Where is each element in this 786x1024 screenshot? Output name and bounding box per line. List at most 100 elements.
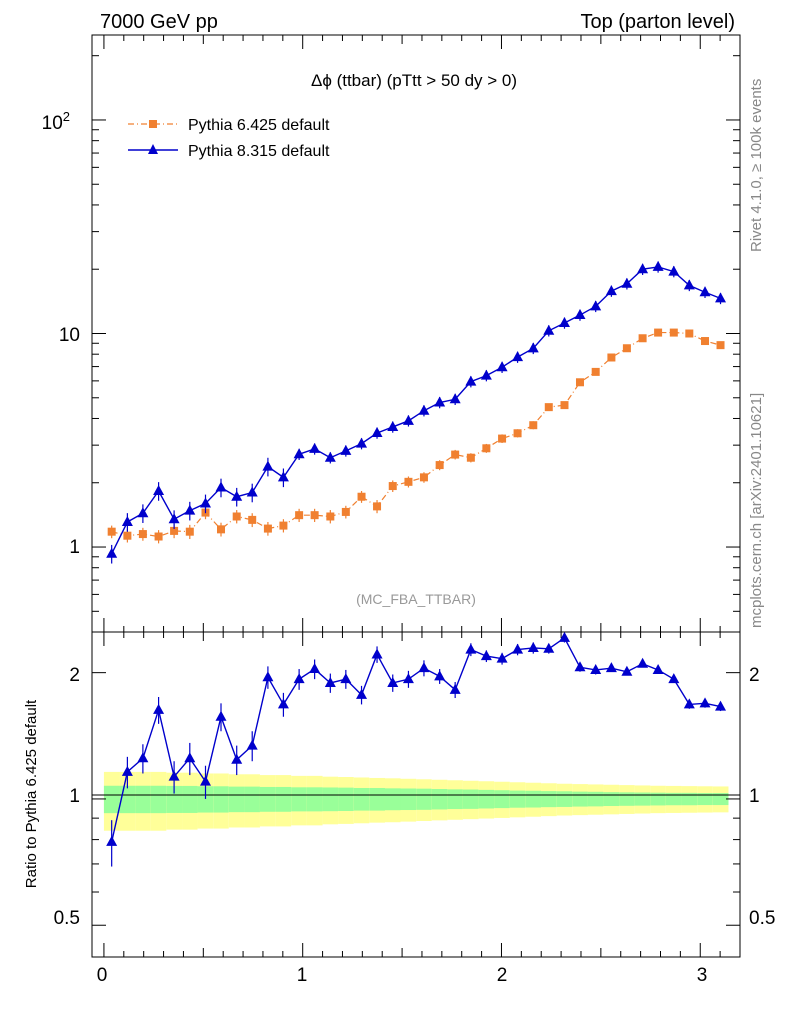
ratio-point-pythia8 — [574, 661, 586, 672]
band-inner — [384, 788, 401, 811]
band-inner — [587, 791, 604, 807]
ratio-point-pythia8 — [402, 673, 414, 684]
ratio-point-pythia8 — [449, 683, 461, 694]
ratio-panel: 0.5 1 2 0.5 1 2 0 1 2 3 Ratio to Pythia … — [23, 631, 775, 986]
point-pythia8 — [324, 451, 336, 462]
point-pythia8 — [121, 515, 133, 526]
band-inner — [541, 791, 557, 808]
point-pythia6 — [326, 512, 335, 521]
band-inner — [431, 789, 448, 810]
point-pythia6 — [669, 328, 678, 337]
point-pythia8 — [527, 342, 539, 353]
band-inner — [259, 786, 276, 812]
point-pythia6 — [466, 453, 475, 462]
legend-label-pythia6: Pythia 6.425 default — [188, 117, 330, 134]
point-pythia6 — [248, 515, 257, 524]
band-inner — [150, 785, 167, 814]
band-inner — [556, 791, 573, 807]
point-pythia8 — [231, 490, 243, 501]
band-inner — [166, 785, 183, 813]
ratio-point-pythia8 — [683, 698, 695, 709]
ratio-point-pythia8 — [324, 676, 336, 687]
band-inner — [400, 788, 417, 811]
point-pythia6 — [388, 482, 397, 491]
ratio-y-ticklabel-left-0.5: 0.5 — [54, 908, 80, 929]
band-inner — [462, 789, 479, 809]
ratio-point-pythia8 — [168, 770, 180, 781]
x-ticklabel-0: 0 — [97, 965, 108, 986]
ratio-point-pythia8 — [293, 673, 305, 684]
ratio-line-pythia8 — [110, 636, 721, 843]
point-pythia6 — [107, 527, 116, 536]
point-pythia8 — [340, 444, 352, 455]
point-pythia6 — [701, 337, 710, 346]
y-ticklabel-10: 10 — [59, 325, 80, 346]
legend-marker-pythia8 — [148, 144, 158, 154]
point-pythia8 — [199, 497, 211, 508]
band-inner — [665, 792, 682, 806]
ratio-bands — [103, 771, 729, 831]
point-pythia6 — [373, 502, 382, 511]
band-inner — [416, 788, 432, 810]
point-pythia6 — [716, 341, 725, 350]
ratio-y-ticklabel-right-2: 2 — [749, 665, 760, 686]
point-pythia8 — [246, 486, 258, 497]
point-pythia8 — [215, 481, 227, 492]
ratio-point-pythia8 — [199, 775, 211, 786]
ratio-point-pythia8 — [121, 765, 133, 776]
series-line-pythia8 — [111, 266, 721, 555]
ratio-y-ticklabel-right-0.5: 0.5 — [749, 908, 775, 929]
ratio-point-pythia8 — [387, 676, 399, 687]
ratio-point-pythia8 — [309, 663, 321, 674]
point-pythia6 — [685, 329, 694, 338]
point-pythia6 — [170, 526, 179, 535]
ratio-point-pythia8 — [590, 663, 602, 674]
band-inner — [619, 792, 635, 806]
band-inner — [338, 787, 354, 811]
band-inner — [275, 786, 292, 812]
point-pythia6 — [482, 444, 491, 453]
point-pythia8 — [449, 393, 461, 404]
point-pythia6 — [310, 511, 319, 520]
mcplots-info: mcplots.cern.ch [arXiv:2401.10621] — [748, 393, 765, 628]
y-ticklabel-1: 1 — [69, 537, 80, 558]
ratio-y-ticklabel-left-2: 2 — [69, 665, 80, 686]
ratio-point-pythia8 — [480, 650, 492, 661]
ratio-point-pythia8 — [231, 753, 243, 764]
ratio-y-ticklabel-right-1: 1 — [749, 786, 760, 807]
band-inner — [369, 787, 385, 811]
point-pythia8 — [168, 513, 180, 524]
ratio-point-pythia8 — [184, 752, 196, 763]
point-pythia6 — [138, 530, 147, 539]
point-pythia8 — [543, 324, 555, 335]
band-inner — [603, 792, 620, 807]
point-pythia8 — [637, 263, 649, 274]
point-pythia8 — [558, 316, 570, 327]
ratio-point-pythia8 — [512, 643, 524, 654]
series-line-pythia6 — [111, 331, 721, 538]
ratio-point-pythia8 — [137, 752, 149, 763]
band-inner — [681, 792, 698, 806]
band-inner — [306, 787, 323, 812]
ratio-point-pythia8 — [106, 835, 118, 846]
point-pythia8 — [465, 375, 477, 386]
ratio-point-pythia8 — [496, 652, 508, 663]
legend: Pythia 6.425 default Pythia 8.315 defaul… — [128, 117, 330, 160]
ratio-point-pythia8 — [543, 642, 555, 653]
point-pythia8 — [590, 300, 602, 311]
point-pythia8 — [137, 507, 149, 518]
point-pythia8 — [496, 361, 508, 372]
band-inner — [182, 785, 198, 813]
ratio-point-pythia8 — [215, 710, 227, 721]
band-inner — [353, 787, 370, 811]
point-pythia6 — [529, 421, 538, 430]
point-pythia8 — [480, 369, 492, 380]
band-inner — [494, 790, 510, 809]
point-pythia8 — [605, 285, 617, 296]
ratio-point-pythia8 — [527, 641, 539, 652]
band-inner — [509, 790, 526, 808]
point-pythia6 — [232, 512, 241, 521]
y-ticklabel-100: 102 — [42, 109, 70, 134]
point-pythia6 — [357, 492, 366, 501]
